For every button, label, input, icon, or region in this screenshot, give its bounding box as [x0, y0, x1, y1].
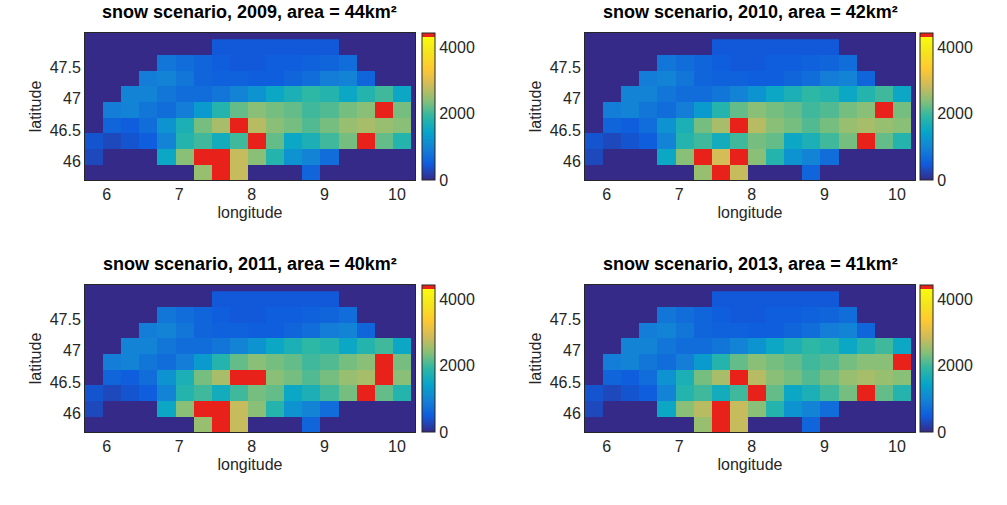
svg-text:2000: 2000 — [937, 105, 973, 122]
svg-text:46.5: 46.5 — [50, 122, 81, 139]
svg-text:snow scenario, 2011, area = 40: snow scenario, 2011, area = 40km² — [103, 254, 397, 274]
svg-text:47: 47 — [63, 342, 81, 359]
svg-text:46.5: 46.5 — [550, 122, 581, 139]
svg-text:7: 7 — [175, 186, 184, 203]
svg-text:10: 10 — [888, 186, 906, 203]
svg-text:9: 9 — [320, 186, 329, 203]
svg-text:snow scenario, 2010, area = 42: snow scenario, 2010, area = 42km² — [603, 2, 898, 22]
svg-text:46: 46 — [563, 153, 581, 170]
svg-text:snow scenario, 2009, area = 44: snow scenario, 2009, area = 44km² — [102, 2, 397, 22]
svg-text:46.5: 46.5 — [50, 374, 81, 391]
svg-text:longitude: longitude — [218, 456, 283, 473]
svg-text:4000: 4000 — [439, 39, 475, 56]
svg-text:0: 0 — [439, 172, 448, 189]
svg-text:0: 0 — [937, 424, 946, 441]
svg-text:2000: 2000 — [937, 357, 973, 374]
svg-text:46: 46 — [563, 405, 581, 422]
svg-text:2000: 2000 — [439, 357, 475, 374]
svg-text:0: 0 — [937, 172, 946, 189]
svg-text:latitude: latitude — [27, 81, 44, 133]
svg-text:47.5: 47.5 — [550, 59, 581, 76]
svg-text:6: 6 — [602, 438, 611, 455]
svg-text:longitude: longitude — [718, 456, 783, 473]
svg-text:7: 7 — [175, 438, 184, 455]
svg-text:10: 10 — [888, 438, 906, 455]
svg-text:7: 7 — [675, 438, 684, 455]
svg-text:4000: 4000 — [937, 39, 973, 56]
svg-text:47.5: 47.5 — [50, 311, 81, 328]
svg-text:4000: 4000 — [439, 291, 475, 308]
svg-text:8: 8 — [247, 438, 256, 455]
svg-text:2000: 2000 — [439, 105, 475, 122]
svg-text:8: 8 — [247, 186, 256, 203]
svg-text:9: 9 — [820, 186, 829, 203]
svg-text:10: 10 — [388, 438, 406, 455]
svg-text:47: 47 — [63, 90, 81, 107]
svg-text:snow scenario, 2013, area = 41: snow scenario, 2013, area = 41km² — [603, 254, 898, 274]
svg-text:latitude: latitude — [27, 333, 44, 385]
svg-text:8: 8 — [747, 186, 756, 203]
svg-text:0: 0 — [439, 424, 448, 441]
svg-text:46: 46 — [63, 153, 81, 170]
svg-text:4000: 4000 — [937, 291, 973, 308]
svg-text:7: 7 — [675, 186, 684, 203]
svg-text:9: 9 — [320, 438, 329, 455]
svg-text:6: 6 — [102, 438, 111, 455]
svg-text:47.5: 47.5 — [550, 311, 581, 328]
svg-text:46: 46 — [63, 405, 81, 422]
svg-text:6: 6 — [102, 186, 111, 203]
svg-text:10: 10 — [388, 186, 406, 203]
svg-text:latitude: latitude — [527, 81, 544, 133]
svg-text:47.5: 47.5 — [50, 59, 81, 76]
svg-text:46.5: 46.5 — [550, 374, 581, 391]
svg-text:9: 9 — [820, 438, 829, 455]
svg-text:longitude: longitude — [218, 204, 283, 221]
svg-text:latitude: latitude — [527, 333, 544, 385]
svg-text:8: 8 — [747, 438, 756, 455]
svg-text:47: 47 — [563, 342, 581, 359]
svg-text:longitude: longitude — [718, 204, 783, 221]
svg-text:6: 6 — [602, 186, 611, 203]
svg-text:47: 47 — [563, 90, 581, 107]
